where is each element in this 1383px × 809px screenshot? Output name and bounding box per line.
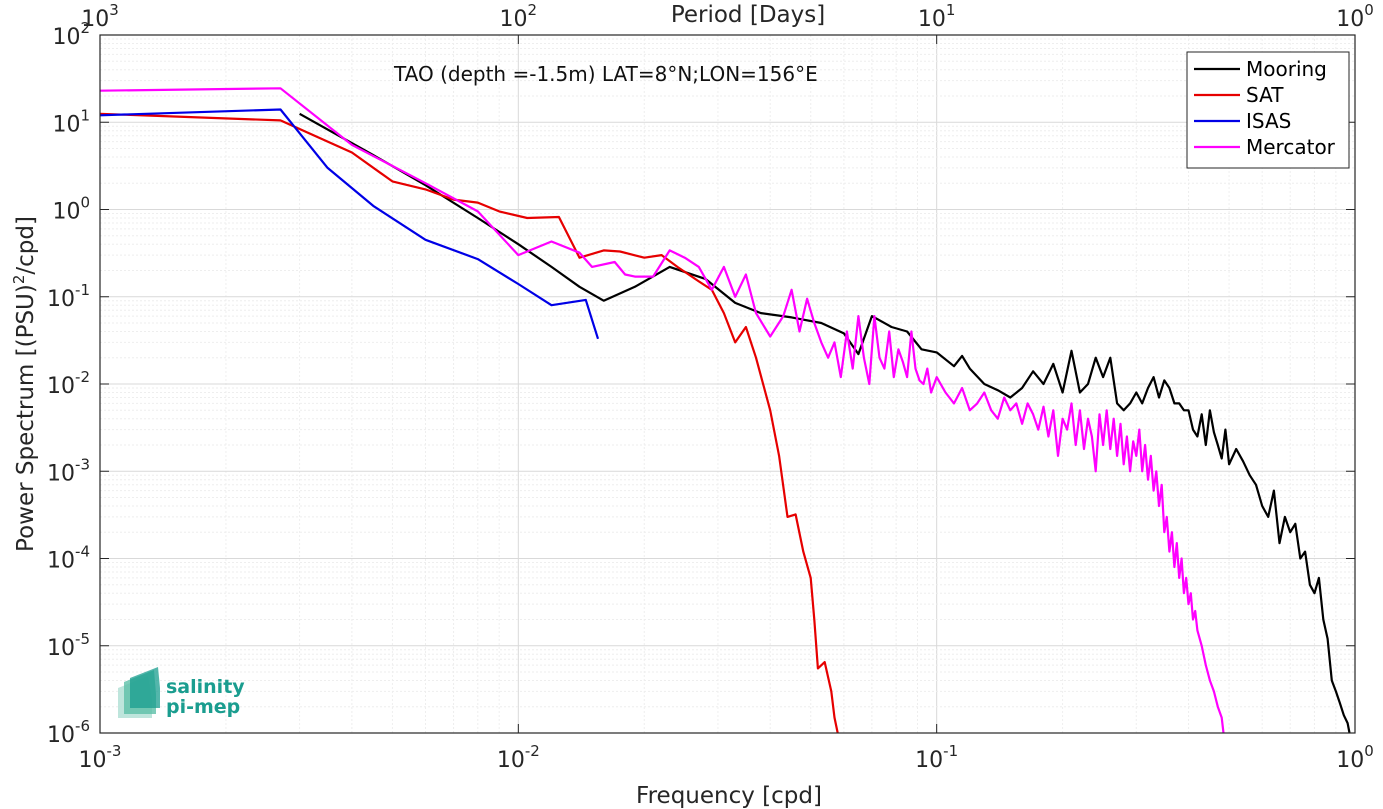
legend-label-sat: SAT	[1246, 83, 1284, 107]
salinity-pi-mep-logo: salinity pi-mep	[118, 667, 245, 718]
series-line-mercator	[99, 87, 1225, 734]
y-axis-label-sup: 2	[10, 275, 28, 285]
logo-line2: pi-mep	[166, 696, 240, 718]
y-tick-label: 10-1	[47, 281, 90, 312]
x-tick-label: 100	[1336, 742, 1374, 773]
x2-tick-label: 103	[81, 1, 119, 32]
chart-annotation: TAO (depth =-1.5m) LAT=8°N;LON=156°E	[393, 62, 818, 86]
y-tick-label: 10-4	[47, 543, 90, 574]
x-tick-label: 10-1	[915, 742, 958, 773]
legend-label-isas: ISAS	[1246, 109, 1291, 133]
x2-tick-label: 101	[918, 1, 956, 32]
y-axis-label-main: Power Spectrum [(PSU)	[13, 284, 39, 552]
x2-axis-label: Period [Days]	[671, 2, 825, 28]
legend-box	[1186, 51, 1350, 169]
y-tick-label: 101	[52, 106, 90, 137]
x2-tick-label: 100	[1336, 1, 1374, 32]
y-tick-label: 100	[52, 194, 90, 225]
x-axis-label: Frequency [cpd]	[636, 783, 822, 809]
y-tick-label: 10-3	[47, 455, 90, 486]
logo-line1: salinity	[166, 676, 245, 698]
legend-label-mercator: Mercator	[1246, 135, 1336, 159]
x-tick-label: 10-3	[79, 742, 122, 773]
y-tick-label: 10-6	[47, 717, 90, 748]
x-tick-label: 10-2	[497, 742, 540, 773]
series-line-mooring	[299, 112, 1351, 734]
y-axis-label-tail: /cpd]	[13, 216, 39, 275]
y-tick-label: 10-2	[47, 368, 90, 399]
tick-marks	[99, 34, 1356, 734]
series-layer	[99, 87, 1351, 734]
legend-label-mooring: Mooring	[1246, 57, 1327, 81]
y-axis-label: Power Spectrum [(PSU)2/cpd]	[10, 216, 39, 552]
y-tick-label: 10-5	[47, 630, 90, 661]
series-line-isas	[99, 108, 600, 340]
x2-tick-label: 102	[500, 1, 538, 32]
y-tick-label: 102	[52, 19, 90, 50]
series-line-sat	[99, 112, 839, 734]
